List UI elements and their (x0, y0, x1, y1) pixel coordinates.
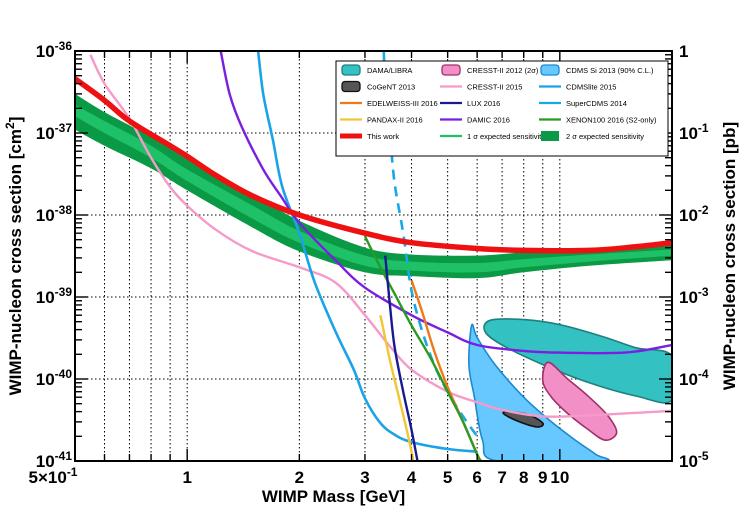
series-damic (219, 51, 672, 355)
legend-label: CRESST-II 2012 (2σ) (467, 66, 539, 75)
legend-label: SuperCDMS 2014 (566, 99, 627, 108)
x-tick-label: 3 (360, 468, 369, 487)
x-tick-label: 2 (295, 468, 304, 487)
legend: DAMA/LIBRA CRESST-II 2012 (2σ) CDMS Si 201… (335, 60, 669, 157)
x-axis-title: WIMP Mass [GeV] (262, 487, 405, 506)
plot-frame-rect (74, 50, 673, 462)
x-tick-label: 10 (550, 468, 569, 487)
legend-label: CDMSlite 2015 (566, 83, 616, 92)
y-tick-label-left: 10-37 (36, 121, 73, 143)
y-tick-label-right: 10-3 (679, 285, 709, 307)
legend-label: CDMS Si 2013 (90% C.L.) (566, 66, 654, 75)
legend-label: XENON100 2016 (S2-only) (566, 116, 657, 125)
plot-frame (74, 50, 673, 462)
legend-label: 2 σ expected sensitivity (566, 132, 644, 141)
x-tick-label: 4 (407, 468, 417, 487)
plot-data (75, 51, 672, 461)
region-cdmssi (468, 323, 610, 461)
legend-box (335, 60, 669, 157)
y-tick-label-right: 10-2 (679, 203, 709, 225)
x-tick-label: 5×10-1 (29, 465, 78, 487)
legend-swatch (341, 80, 361, 93)
legend-swatch (540, 64, 560, 76)
x-tick-label: 1 (182, 468, 191, 487)
legend-swatch (441, 64, 461, 76)
y-tick-label-left: 10-41 (36, 449, 73, 471)
y-tick-label-left: 10-38 (36, 203, 73, 225)
x-tick-label: 5 (443, 468, 452, 487)
one-sigma-band (75, 104, 672, 273)
legend-swatch (341, 64, 361, 76)
region-dama (483, 318, 672, 404)
series-cresst2015 (89, 54, 672, 418)
legend-label: DAMA/LIBRA (367, 66, 412, 75)
x-tick-label: 8 (519, 468, 528, 487)
y-tick-label-left: 10-39 (36, 285, 73, 307)
x-tick-label: 7 (497, 468, 506, 487)
legend-label: CoGeNT 2013 (367, 83, 415, 92)
y-tick-label-right: 1 (679, 42, 688, 61)
legend-label: EDELWEISS-III 2016 (367, 99, 438, 108)
region-cresst2012 (541, 361, 618, 441)
legend-label: DAMIC 2016 (467, 116, 510, 125)
y-axis-title-right: WIMP-nucleon cross section [pb] (720, 122, 739, 390)
series-xenon100 (363, 235, 483, 461)
legend-label: 1 σ expected sensitivity (467, 132, 545, 141)
y-tick-label-left: 10-36 (36, 39, 73, 61)
legend-label: This work (367, 132, 399, 141)
series-lux (384, 255, 419, 461)
x-tick-label: 6 (472, 468, 481, 487)
axis-labels: 5×10-1 1 2 3 4 5 6 7 8 9 10 10-36 10-37 10-38 10-39 10-… (3, 39, 739, 506)
legend-label: CRESST-II 2015 (467, 83, 522, 92)
x-tick-label: 9 (538, 468, 547, 487)
series-pandax (379, 314, 415, 461)
legend-label: PANDAX-II 2016 (367, 116, 423, 125)
y-axis-title-left: WIMP-nucleon cross section [cm2] (3, 117, 25, 396)
y-tick-label-left: 10-40 (36, 367, 73, 389)
y-tick-label-right: 10-1 (679, 121, 709, 143)
legend-swatch (541, 131, 559, 141)
y-tick-label-right: 10-4 (679, 367, 709, 389)
series-thiswork (75, 76, 672, 254)
legend-label: LUX 2016 (467, 99, 500, 108)
y-tick-label-right: 10-5 (679, 449, 709, 471)
